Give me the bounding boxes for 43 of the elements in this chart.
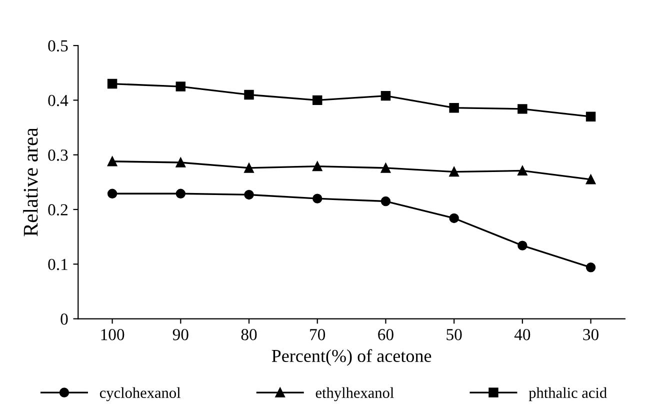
y-tick-label: 0.2: [48, 204, 68, 216]
point: [449, 166, 459, 177]
y-tick-label: 0.3: [48, 150, 68, 161]
point: [518, 166, 528, 176]
x-tick-label: 30: [583, 328, 598, 340]
legend-label: cyclohexanol: [100, 387, 180, 402]
x-tick-label: 50: [446, 328, 462, 340]
x-tick-label: 100: [101, 328, 124, 340]
y-tick-label: 0.1: [48, 258, 68, 270]
point: [312, 194, 322, 204]
point: [449, 213, 459, 224]
point: [244, 163, 254, 173]
point: [586, 262, 596, 272]
point: [518, 104, 528, 114]
y-tick-label: 0: [60, 313, 68, 325]
point: [380, 196, 391, 206]
y-axis-title: Relative area: [23, 128, 38, 236]
x-tick-label: 40: [514, 328, 530, 340]
point: [107, 188, 118, 198]
point: [176, 82, 186, 92]
legend-label: phthalic acid: [528, 387, 607, 402]
point: [312, 95, 322, 106]
x-tick-label: 70: [310, 328, 326, 340]
point: [312, 161, 322, 172]
point: [107, 156, 118, 166]
point: [586, 112, 596, 122]
legend-label: ethylhexanol: [316, 387, 394, 402]
y-tick-label: 0.5: [48, 40, 68, 52]
point: [176, 188, 186, 198]
point: [586, 174, 596, 184]
point: [449, 102, 459, 113]
point: [244, 190, 254, 200]
y-tick-label: 0.4: [48, 94, 68, 106]
point: [518, 240, 528, 250]
x-axis-title: Percent(%) of acetone: [272, 349, 432, 366]
x-tick-label: 60: [378, 328, 394, 340]
x-tick-label: 80: [241, 328, 257, 340]
point: [107, 78, 118, 89]
x-tick-label: 90: [172, 328, 188, 340]
point: [380, 163, 391, 173]
point: [380, 90, 391, 101]
point: [244, 90, 254, 100]
point: [176, 158, 186, 168]
